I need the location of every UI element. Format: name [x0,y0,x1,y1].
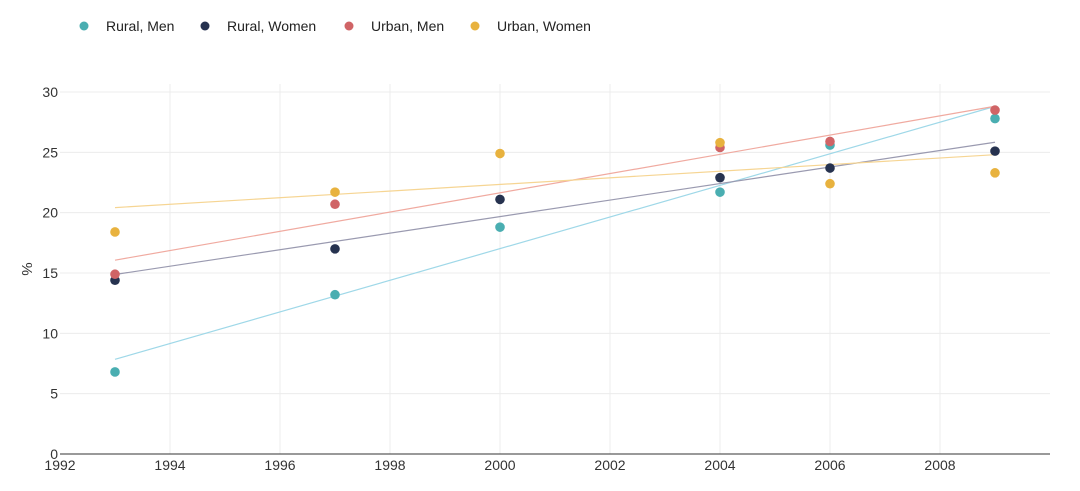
legend-item-rural-women[interactable]: Rural, Women [200,18,317,34]
point-urban-men-2006[interactable] [825,136,835,147]
point-rural-women-2006[interactable] [825,163,835,173]
legend-label: Urban, Men [371,18,444,34]
point-urban-women-2000[interactable] [495,148,505,159]
legend-label: Urban, Women [497,18,591,34]
point-urban-women-2004[interactable] [715,137,725,148]
trendline-urban-women [114,154,996,209]
x-tick-label: 1996 [264,457,295,473]
point-urban-women-2006[interactable] [825,178,835,189]
trendline-rural-men [114,105,996,360]
point-rural-men-1997[interactable] [330,289,340,300]
point-urban-women-1997[interactable] [330,187,340,197]
y-tick-label: 5 [50,386,58,402]
y-tick-label: 0 [50,446,58,462]
legend-item-rural-men[interactable]: Rural, Men [79,18,175,34]
y-tick-label: 15 [42,265,58,281]
legend-label: Rural, Women [227,18,316,34]
y-tick-label: 10 [42,325,58,341]
trendline-urban-men [114,105,996,261]
x-tick-label: 1994 [154,457,185,473]
point-rural-men-2009[interactable] [990,113,1000,124]
point-rural-women-2000[interactable] [495,194,505,205]
legend-label: Rural, Men [106,18,174,34]
grid [60,84,1050,454]
legend-marker [470,21,480,31]
point-urban-men-1997[interactable] [330,199,340,210]
y-tick-label: 20 [42,205,58,221]
legend-item-urban-men[interactable]: Urban, Men [344,18,445,34]
y-axis-label: % [18,262,35,275]
trendline-rural-women [114,141,996,276]
x-tick-label: 2004 [704,457,735,473]
legend-marker [200,21,210,31]
legend-marker [79,21,89,31]
y-axis: 0 5 10 15 20 25 30 [42,84,58,462]
point-urban-women-1993[interactable] [110,227,120,237]
x-tick-label: 2008 [924,457,955,473]
trendlines [114,105,996,360]
point-urban-men-1993[interactable] [110,269,120,280]
data-points [110,105,1000,377]
legend: Rural, Men Rural, Women Urban, Men Urban, W… [79,18,591,34]
x-tick-label: 1992 [44,457,75,473]
x-tick-label: 2002 [594,457,625,473]
point-rural-men-2000[interactable] [495,222,505,232]
point-rural-women-2009[interactable] [990,146,1000,156]
point-rural-women-2004[interactable] [715,172,725,183]
point-rural-men-2004[interactable] [715,187,725,197]
x-tick-label: 1998 [374,457,405,473]
point-rural-men-1993[interactable] [110,367,120,377]
point-rural-women-1997[interactable] [330,244,340,254]
point-urban-men-2009[interactable] [990,105,1000,115]
point-urban-women-2009[interactable] [990,168,1000,178]
y-tick-label: 30 [42,84,58,100]
x-axis: 1992 1994 1996 1998 2000 2002 2004 2006 2008 [44,453,1050,473]
legend-marker [344,21,354,31]
x-tick-label: 2006 [814,457,845,473]
y-tick-label: 25 [42,144,58,160]
x-tick-label: 2000 [484,457,515,473]
legend-item-urban-women[interactable]: Urban, Women [470,18,591,34]
